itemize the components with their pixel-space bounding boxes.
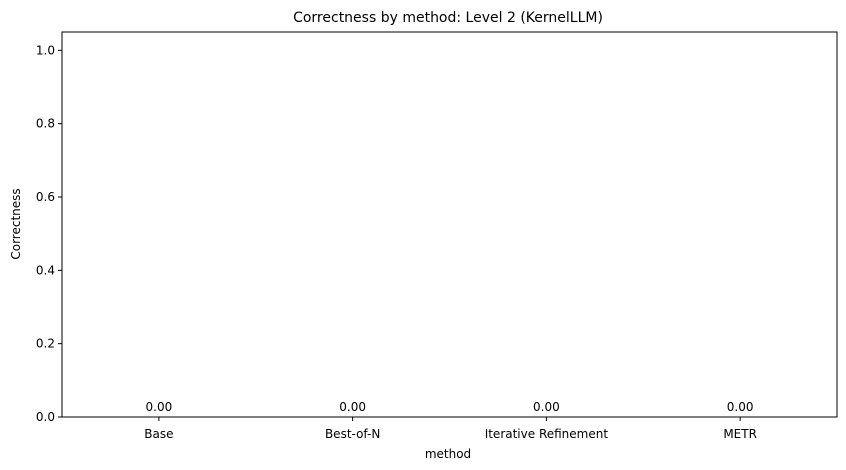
data-label: 0.00 — [146, 400, 173, 414]
x-axis-ticks: Base Best-of-N Iterative Refinement METR — [144, 417, 757, 441]
y-axis-ticks: 0.0 0.2 0.4 0.6 0.8 1.0 — [36, 43, 62, 424]
x-tick-label: Base — [144, 427, 173, 441]
x-tick-label: METR — [723, 427, 757, 441]
data-label: 0.00 — [727, 400, 754, 414]
y-tick-label: 0.2 — [36, 337, 55, 351]
y-tick-label: 0.4 — [36, 263, 55, 277]
chart-title: Correctness by method: Level 2 (KernelLL… — [293, 10, 603, 26]
x-tick-label: Best-of-N — [325, 427, 380, 441]
y-axis-label: Correctness — [9, 188, 23, 259]
x-tick-label: Iterative Refinement — [485, 427, 609, 441]
y-tick-label: 0.8 — [36, 117, 55, 131]
plot-area — [61, 31, 838, 418]
plot-frame — [61, 31, 838, 418]
data-label: 0.00 — [533, 400, 560, 414]
x-axis-label: method — [425, 447, 471, 461]
y-tick-label: 1.0 — [36, 43, 55, 57]
data-label: 0.00 — [339, 400, 366, 414]
y-tick-label: 0.0 — [36, 410, 55, 424]
y-tick-label: 0.6 — [36, 190, 55, 204]
data-labels: 0.00 0.00 0.00 0.00 — [146, 400, 754, 414]
